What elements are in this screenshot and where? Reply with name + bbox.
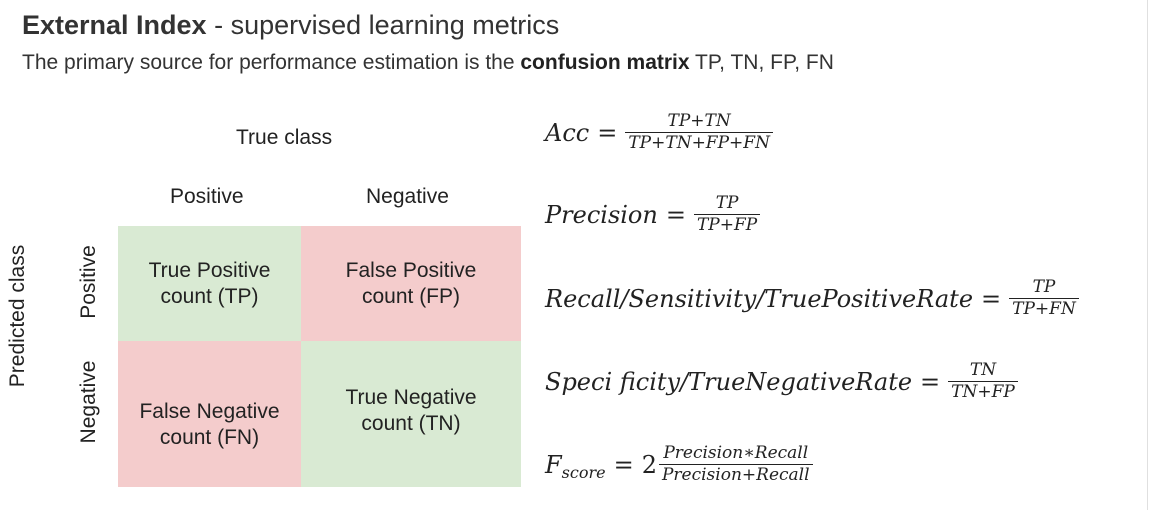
fraction-denominator: TP+FN <box>1009 298 1079 320</box>
formula-accuracy: Acc = TP+TN TP+TN+FP+FN <box>545 111 773 154</box>
fn-line-2: count (FN) <box>159 426 260 449</box>
fn-line-1: False Negative <box>139 400 280 423</box>
equals-sign: = <box>981 284 1002 313</box>
accuracy-lhs: Acc <box>545 118 590 147</box>
fscore-subscript: score <box>561 463 606 482</box>
cell-true-positive: True Positive count (TP) <box>118 226 301 341</box>
specificity-fraction: TN TN+FP <box>948 360 1018 403</box>
subtitle-bold: confusion matrix <box>520 51 690 74</box>
fraction-numerator: TP <box>715 193 739 213</box>
fraction-denominator: TP+FP <box>693 214 761 236</box>
tn-line-1: True Negative <box>345 386 477 409</box>
page-title: External Index - supervised learning met… <box>22 10 559 41</box>
equals-sign: = <box>920 367 941 396</box>
specificity-lhs: Speci ficity/TrueNegativeRate <box>545 367 913 396</box>
fscore-coefficient: 2 <box>641 450 657 479</box>
equals-sign: = <box>597 118 618 147</box>
formula-specificity: Speci ficity/TrueNegativeRate = TN TN+FP <box>545 360 1018 403</box>
fraction-denominator: Precision+Recall <box>658 464 813 486</box>
predicted-class-label: Predicted class <box>6 244 29 388</box>
fscore-lhs: F <box>545 450 562 479</box>
subtitle-pre: The primary source for performance estim… <box>22 51 521 74</box>
subtitle-post: TP, TN, FP, FN <box>689 51 834 74</box>
fraction-numerator: Precision∗Recall <box>663 443 809 463</box>
tn-line-2: count (TN) <box>361 412 461 435</box>
slide-edge-divider <box>1147 0 1148 510</box>
fraction-denominator: TP+TN+FP+FN <box>625 132 773 154</box>
cell-true-negative: True Negative count (TN) <box>301 341 521 487</box>
cell-false-positive: False Positive count (FP) <box>301 226 521 341</box>
column-positive-label: Positive <box>170 185 244 208</box>
recall-lhs: Recall/Sensitivity/TruePositiveRate <box>545 284 974 313</box>
fp-line-1: False Positive <box>345 258 477 282</box>
accuracy-fraction: TP+TN TP+TN+FP+FN <box>625 111 773 154</box>
cell-false-negative: False Negative count (FN) <box>118 341 301 487</box>
fraction-numerator: TN <box>969 360 997 380</box>
fraction-numerator: TP+TN <box>667 111 731 131</box>
title-bold: External Index <box>22 10 207 40</box>
title-rest: - supervised learning metrics <box>206 10 560 40</box>
formula-recall: Recall/Sensitivity/TruePositiveRate = TP… <box>545 277 1079 320</box>
equals-sign: = <box>665 200 686 229</box>
fp-line-2: count (FP) <box>361 284 461 308</box>
page-subtitle: The primary source for performance estim… <box>22 51 834 75</box>
precision-fraction: TP TP+FP <box>693 193 761 236</box>
true-class-label: True class <box>236 126 333 149</box>
row-negative-label: Negative <box>77 360 100 444</box>
column-negative-label: Negative <box>366 185 449 208</box>
row-positive-label: Positive <box>77 245 100 319</box>
fscore-fraction: Precision∗Recall Precision+Recall <box>658 443 813 486</box>
equals-sign: = <box>613 450 634 479</box>
tp-line-2: count (TP) <box>160 284 259 308</box>
precision-lhs: Precision <box>545 200 658 229</box>
fraction-denominator: TN+FP <box>948 381 1018 403</box>
fraction-numerator: TP <box>1032 277 1056 297</box>
recall-fraction: TP TP+FN <box>1009 277 1079 320</box>
tp-line-1: True Positive <box>148 258 271 282</box>
formula-precision: Precision = TP TP+FP <box>545 193 761 236</box>
